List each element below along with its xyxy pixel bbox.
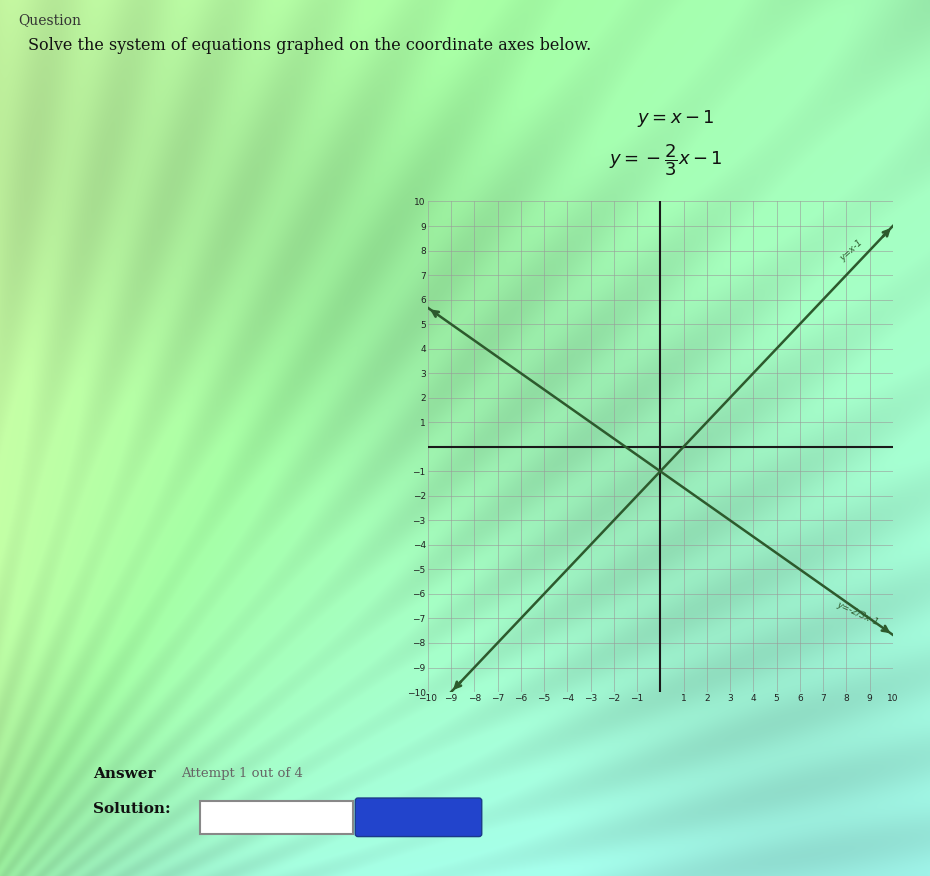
FancyBboxPatch shape: [355, 798, 482, 837]
Text: y=-2/3x-1: y=-2/3x-1: [836, 600, 880, 627]
Text: Attempt 1 out of 4: Attempt 1 out of 4: [181, 766, 303, 780]
Text: Answer: Answer: [93, 766, 155, 781]
Text: Solution:: Solution:: [93, 802, 170, 816]
Text: $y = x - 1$: $y = x - 1$: [637, 108, 715, 129]
Text: Question: Question: [19, 13, 82, 27]
Text: Submit Answer: Submit Answer: [365, 811, 472, 823]
Text: y=x-1: y=x-1: [838, 238, 864, 263]
Text: $y = -\dfrac{2}{3}x - 1$: $y = -\dfrac{2}{3}x - 1$: [609, 142, 723, 178]
FancyBboxPatch shape: [200, 801, 353, 834]
Text: Solve the system of equations graphed on the coordinate axes below.: Solve the system of equations graphed on…: [28, 37, 591, 53]
